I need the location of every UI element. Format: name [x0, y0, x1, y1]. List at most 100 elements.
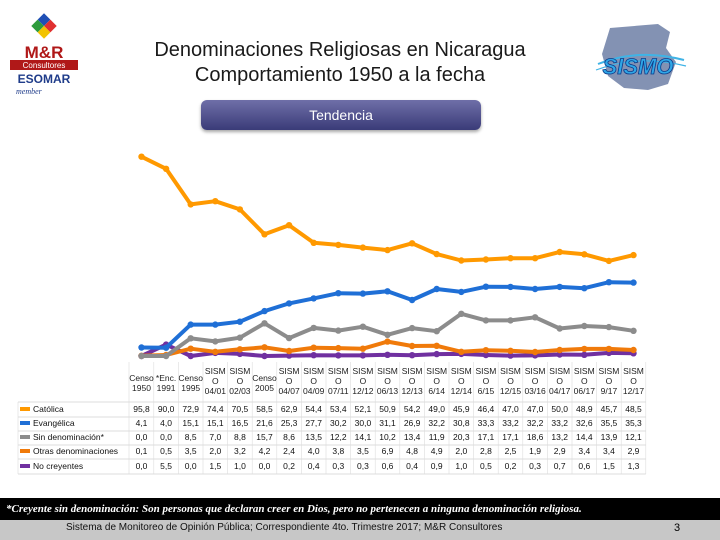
cell-evangelica-8: 30,2 — [330, 418, 347, 428]
cell-catolica-4: 70,5 — [232, 404, 249, 414]
cell-sin_denominacion-16: 18,6 — [527, 432, 544, 442]
cell-no_creyentes-9: 0,3 — [357, 461, 369, 471]
category-label-19: SISM O 9/17 — [599, 366, 620, 396]
cell-otras-17: 2,9 — [554, 446, 566, 456]
point-otras-4 — [236, 346, 244, 353]
cell-no_creyentes-12: 0,9 — [431, 461, 443, 471]
cell-sin_denominacion-2: 8,5 — [185, 432, 197, 442]
cell-no_creyentes-1: 5,5 — [160, 461, 172, 471]
category-label-4: SISM O 02/03 — [229, 366, 251, 396]
point-sin_denominacion-12 — [433, 328, 440, 335]
cell-evangelica-17: 33,2 — [551, 418, 568, 428]
point-otras-13 — [458, 348, 465, 355]
cell-evangelica-9: 30,0 — [355, 418, 372, 428]
point-evangelica-9 — [359, 290, 367, 297]
sismo-brand: SISMO — [603, 54, 674, 79]
legend-label-catolica: Católica — [33, 404, 64, 414]
cell-otras-10: 6,9 — [382, 446, 394, 456]
point-evangelica-7 — [310, 295, 317, 302]
point-otras-18 — [581, 345, 588, 353]
point-evangelica-17 — [556, 283, 563, 291]
point-no_creyentes-7 — [310, 352, 317, 359]
cell-otras-15: 2,5 — [505, 446, 517, 456]
cell-evangelica-18: 32,6 — [576, 418, 593, 428]
point-catolica-19 — [605, 257, 613, 265]
cell-catolica-18: 48,9 — [576, 404, 593, 414]
cell-evangelica-19: 35,5 — [601, 418, 618, 428]
point-otras-7 — [310, 344, 317, 351]
category-label-3: SISM O 04/01 — [205, 366, 227, 396]
cell-otras-13: 2,0 — [455, 446, 467, 456]
cell-no_creyentes-17: 0,7 — [554, 461, 566, 471]
cell-evangelica-5: 21,6 — [256, 418, 273, 428]
cell-otras-4: 3,2 — [234, 446, 246, 456]
category-label-13: SISM O 12/14 — [451, 366, 473, 396]
cell-no_creyentes-11: 0,4 — [406, 461, 418, 471]
category-label-7: SISM O 04/09 — [303, 366, 325, 396]
cell-sin_denominacion-0: 0,0 — [136, 432, 148, 442]
cell-evangelica-20: 35,3 — [625, 418, 642, 428]
cell-otras-5: 4,2 — [259, 446, 271, 456]
title-line-2: Comportamiento 1950 a la fecha — [194, 64, 486, 86]
point-evangelica-0 — [138, 344, 145, 351]
point-no_creyentes-4 — [236, 350, 244, 358]
cell-evangelica-13: 30,8 — [453, 418, 470, 428]
cell-no_creyentes-4: 1,0 — [234, 461, 246, 471]
cell-otras-0: 0,1 — [136, 446, 148, 456]
point-otras-10 — [384, 338, 391, 345]
cell-no_creyentes-5: 0,0 — [259, 461, 271, 471]
point-sin_denominacion-14 — [482, 317, 490, 324]
cell-otras-2: 3,5 — [185, 446, 197, 456]
cell-no_creyentes-14: 0,5 — [480, 461, 492, 471]
cell-otras-3: 2,0 — [209, 446, 221, 456]
cell-no_creyentes-10: 0,6 — [382, 461, 394, 471]
point-catolica-9 — [359, 244, 367, 251]
point-catolica-10 — [384, 246, 391, 254]
category-label-10: SISM O 06/13 — [377, 366, 399, 396]
chart-lines — [138, 153, 637, 360]
cell-catolica-14: 46,4 — [478, 404, 495, 414]
cell-evangelica-4: 16,5 — [232, 418, 249, 428]
legend-label-evangelica: Evangélica — [33, 418, 75, 428]
cell-sin_denominacion-19: 13,9 — [601, 432, 618, 442]
point-catolica-7 — [310, 239, 317, 246]
legend-label-sin_denominacion: Sin denominación* — [33, 432, 105, 442]
cell-evangelica-10: 31,1 — [379, 418, 396, 428]
point-catolica-11 — [408, 240, 416, 247]
category-label-16: SISM O 03/16 — [524, 366, 546, 396]
point-no_creyentes-18 — [581, 351, 588, 358]
category-label-5: Censo 2005 — [252, 373, 277, 393]
point-otras-3 — [212, 348, 219, 355]
point-evangelica-1 — [162, 344, 170, 351]
cell-sin_denominacion-3: 7,0 — [209, 432, 221, 442]
cell-catolica-13: 45,9 — [453, 404, 470, 414]
cell-catolica-12: 49,0 — [428, 404, 445, 414]
point-no_creyentes-12 — [433, 350, 440, 358]
cell-otras-9: 3,5 — [357, 446, 369, 456]
cell-sin_denominacion-11: 13,4 — [404, 432, 421, 442]
mr-sub: Consultores — [23, 61, 66, 70]
point-sin_denominacion-3 — [212, 338, 219, 345]
point-no_creyentes-11 — [408, 352, 416, 359]
cell-sin_denominacion-5: 15,7 — [256, 432, 273, 442]
mr-consultores-logo: M&R Consultores ESOMAR member — [10, 13, 78, 96]
category-label-9: SISM O 12/12 — [352, 366, 374, 396]
title-line-1: Denominaciones Religiosas en Nicaragua — [154, 39, 526, 61]
cell-catolica-15: 47,0 — [502, 404, 519, 414]
point-catolica-4 — [236, 206, 244, 213]
esomar-member-label: member — [16, 87, 43, 96]
point-catolica-17 — [556, 248, 563, 256]
cell-evangelica-12: 32,2 — [428, 418, 445, 428]
footnote: *Creyente sin denominación: Son personas… — [0, 498, 720, 520]
cell-catolica-16: 47,0 — [527, 404, 544, 414]
point-otras-9 — [359, 345, 367, 352]
point-no_creyentes-15 — [507, 352, 514, 359]
cell-catolica-11: 54,2 — [404, 404, 421, 414]
point-sin_denominacion-7 — [310, 324, 317, 332]
cell-catolica-2: 72,9 — [182, 404, 199, 414]
cell-no_creyentes-3: 1,5 — [209, 461, 221, 471]
point-catolica-5 — [261, 231, 268, 238]
point-evangelica-14 — [482, 283, 490, 290]
point-catolica-8 — [335, 241, 342, 249]
